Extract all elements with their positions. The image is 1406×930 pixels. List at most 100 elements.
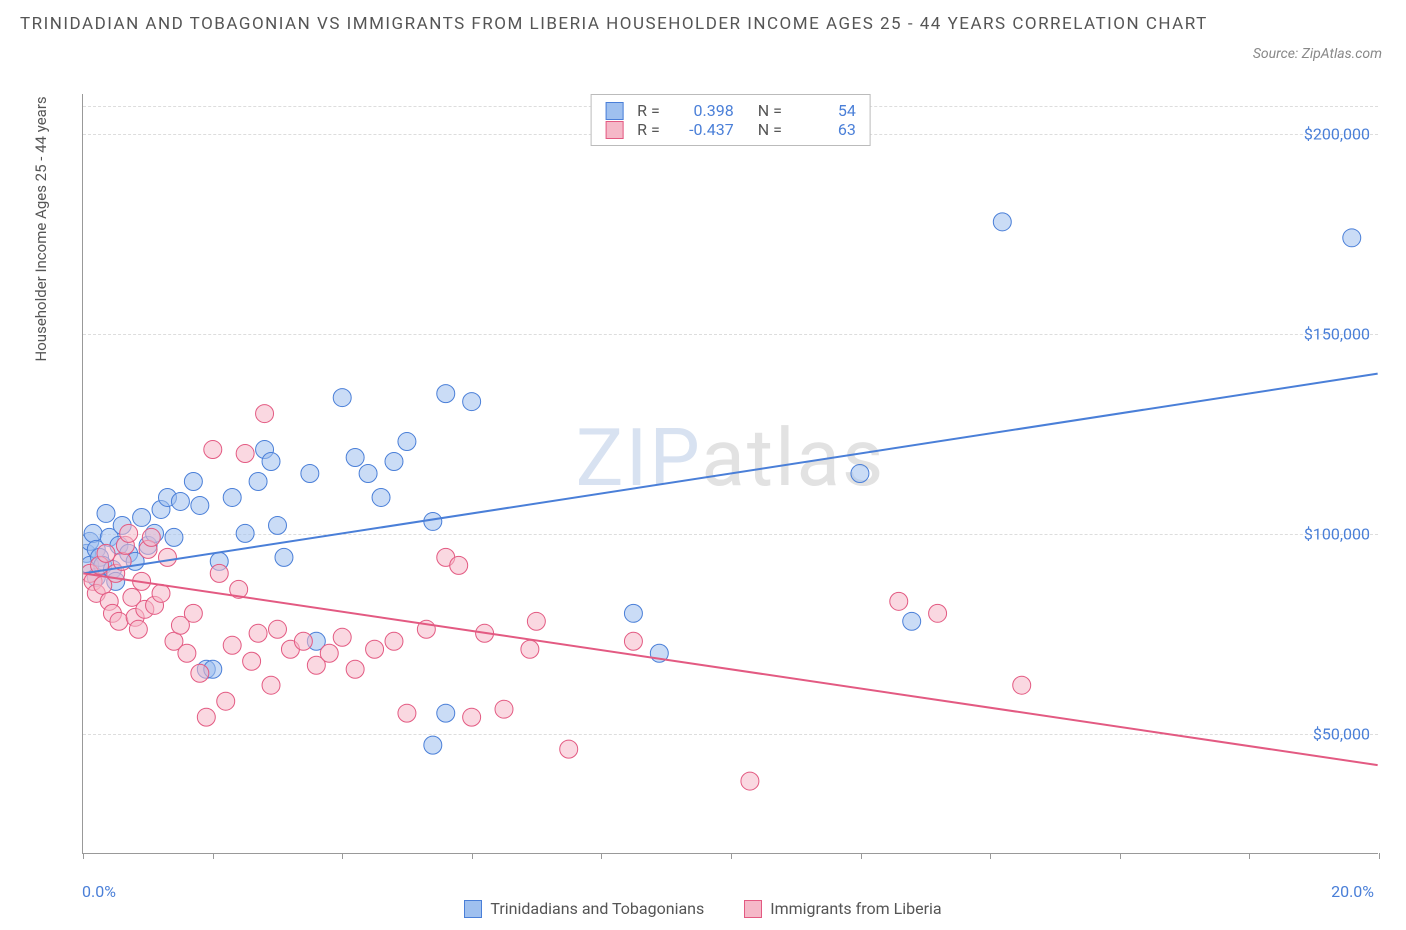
x-tick [472, 853, 473, 859]
x-tick [601, 853, 602, 859]
stat-r-label: R = [637, 120, 660, 139]
swatch-series-1 [605, 121, 623, 139]
scatter-point [424, 512, 442, 530]
scatter-point [223, 636, 241, 654]
scatter-point [178, 644, 196, 662]
scatter-point [385, 453, 403, 471]
scatter-point [191, 664, 209, 682]
scatter-point [158, 548, 176, 566]
scatter-point [204, 441, 222, 459]
y-axis-label: Householder Income Ages 25 - 44 years [32, 96, 50, 361]
legend-item-1: Immigrants from Liberia [744, 899, 941, 918]
legend-label-0: Trinidadians and Tobagonians [490, 899, 704, 918]
legend-item-0: Trinidadians and Tobagonians [464, 899, 704, 918]
x-tick [83, 853, 84, 859]
scatter-point [463, 393, 481, 411]
scatter-point [851, 465, 869, 483]
scatter-point [142, 528, 160, 546]
swatch-series-1-bottom [744, 900, 762, 918]
stat-n-value-1: 63 [796, 120, 856, 139]
stat-legend-box: R = 0.398 N = 54 R = -0.437 N = 63 [590, 94, 871, 146]
scatter-point [521, 640, 539, 658]
scatter-point [903, 612, 921, 630]
scatter-point [269, 516, 287, 534]
scatter-point [624, 632, 642, 650]
scatter-point [184, 473, 202, 491]
scatter-point [372, 488, 390, 506]
scatter-point [1343, 229, 1361, 247]
scatter-point [184, 604, 202, 622]
scatter-point [256, 405, 274, 423]
scatter-point [1013, 676, 1031, 694]
scatter-point [424, 736, 442, 754]
scatter-point [346, 449, 364, 467]
scatter-point [243, 652, 261, 670]
stat-row-series-1: R = -0.437 N = 63 [605, 120, 856, 139]
stat-n-label: N = [758, 101, 782, 120]
chart-container: Householder Income Ages 25 - 44 years R … [40, 94, 1386, 854]
scatter-point [993, 213, 1011, 231]
stat-r-value-1: -0.437 [674, 120, 734, 139]
scatter-point [262, 676, 280, 694]
scatter-point [191, 496, 209, 514]
scatter-point [437, 704, 455, 722]
scatter-point [249, 473, 267, 491]
chart-title: TRINIDADIAN AND TOBAGONIAN VS IMMIGRANTS… [20, 10, 1386, 39]
scatter-point [890, 592, 908, 610]
scatter-point [495, 700, 513, 718]
scatter-point [624, 604, 642, 622]
stat-r-value-0: 0.398 [674, 101, 734, 120]
scatter-point [223, 488, 241, 506]
bottom-legend: Trinidadians and Tobagonians Immigrants … [0, 899, 1406, 918]
x-tick [342, 853, 343, 859]
scatter-point [97, 504, 115, 522]
scatter-point [333, 389, 351, 407]
scatter-point [560, 740, 578, 758]
trend-line [83, 374, 1377, 574]
scatter-point [269, 620, 287, 638]
scatter-point [110, 612, 128, 630]
x-tick [1120, 853, 1121, 859]
stat-n-value-0: 54 [796, 101, 856, 120]
scatter-point [450, 556, 468, 574]
trend-line [83, 573, 1377, 765]
x-tick [1249, 853, 1250, 859]
plot-area: R = 0.398 N = 54 R = -0.437 N = 63 ZIPat… [82, 94, 1378, 854]
scatter-point [463, 708, 481, 726]
scatter-point [152, 584, 170, 602]
scatter-point [333, 628, 351, 646]
x-tick [1379, 853, 1380, 859]
scatter-point [236, 524, 254, 542]
scatter-point [527, 612, 545, 630]
scatter-point [171, 492, 189, 510]
scatter-point [262, 453, 280, 471]
scatter-point [84, 524, 102, 542]
x-tick [990, 853, 991, 859]
scatter-svg [83, 94, 1378, 853]
scatter-point [210, 564, 228, 582]
scatter-point [236, 445, 254, 463]
scatter-point [301, 465, 319, 483]
scatter-point [129, 620, 147, 638]
scatter-point [249, 624, 267, 642]
stat-r-label: R = [637, 101, 660, 120]
scatter-point [366, 640, 384, 658]
scatter-point [385, 632, 403, 650]
scatter-point [346, 660, 364, 678]
scatter-point [165, 528, 183, 546]
scatter-point [217, 692, 235, 710]
legend-label-1: Immigrants from Liberia [770, 899, 941, 918]
stat-row-series-0: R = 0.398 N = 54 [605, 101, 856, 120]
scatter-point [133, 508, 151, 526]
source-label: Source: ZipAtlas.com [1253, 46, 1382, 62]
scatter-point [929, 604, 947, 622]
x-tick [213, 853, 214, 859]
stat-n-label: N = [758, 120, 782, 139]
scatter-point [97, 544, 115, 562]
scatter-point [437, 385, 455, 403]
scatter-point [120, 524, 138, 542]
scatter-point [275, 548, 293, 566]
scatter-point [359, 465, 377, 483]
scatter-point [398, 433, 416, 451]
scatter-point [294, 632, 312, 650]
